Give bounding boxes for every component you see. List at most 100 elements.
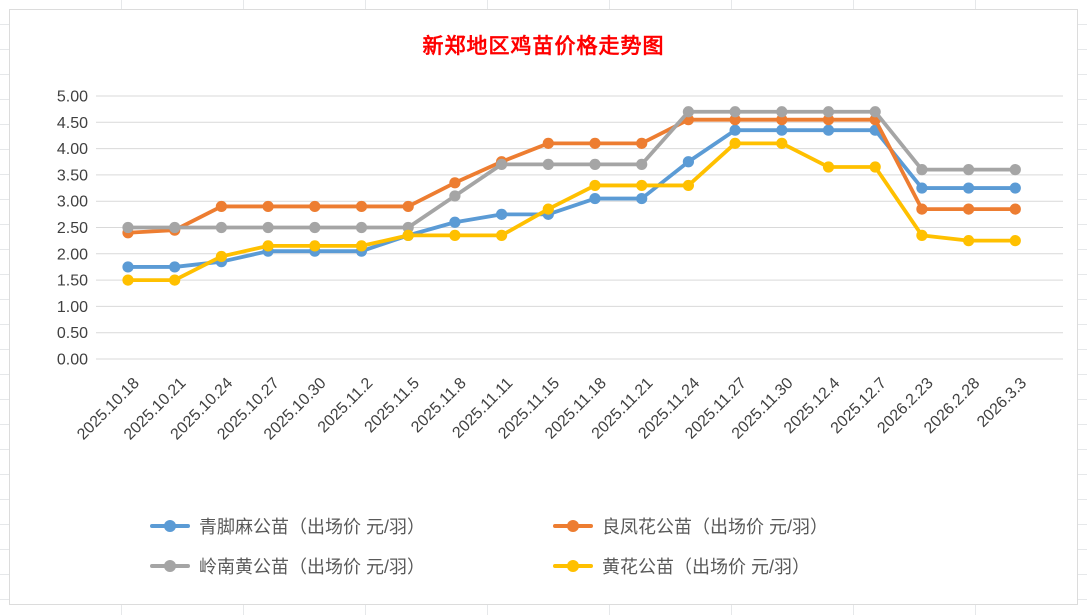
series-3-marker [963,164,975,176]
series-2-marker [589,137,601,149]
series-line-4 [126,141,1018,283]
y-axis-tick-label: 3.50 [57,167,88,184]
series-1-marker [449,216,461,228]
series-2-marker [542,137,554,149]
series-3-marker [496,158,508,170]
legend-line-marker-icon [553,560,593,572]
legend-item-2: 良凤花公苗（出场价 元/羽） [553,513,828,539]
series-3-marker [776,106,788,118]
y-axis-tick-label: 3.00 [57,194,88,211]
series-2-marker [636,137,648,149]
y-axis-tick-label: 1.50 [57,273,88,290]
series-4-marker [729,137,741,149]
legend-item-4: 黄花公苗（出场价 元/羽） [553,553,828,579]
series-2-marker [729,114,741,126]
y-axis-tick-label: 4.00 [57,141,88,158]
series-2-marker [355,200,368,213]
series-1-marker [169,261,181,273]
price-line-chart: 5.00 4.50 4.00 3.50 3.00 2.50 2.00 1.50 1.00 0.50… [57,89,1063,443]
series-1-marker [776,124,788,136]
series-2-marker [309,200,321,213]
series-3-marker [729,106,741,118]
series-4-marker [542,203,554,215]
chart-legend: 青脚麻公苗（出场价 元/羽） 良凤花公苗（出场价 元/羽） 岭南黄公苗（出场价 元/… [150,506,828,586]
series-line-1 [126,128,1018,269]
series-3-marker [122,221,134,234]
series-1-marker [729,124,741,136]
legend-label: 良凤花公苗（出场价 元/羽） [602,517,829,537]
series-3-marker [355,221,368,234]
series-3-marker [309,221,321,234]
series-1-marker [496,208,508,220]
series-4-marker [496,229,508,241]
series-1-marker [682,156,695,168]
series-3-marker [402,221,414,234]
series-2-marker [402,200,414,213]
chart-title: 新郑地区鸡苗价格走势图 [422,35,665,58]
series-4-marker [262,240,274,252]
series-2-marker [1009,203,1021,215]
series-4-marker [402,229,414,241]
chart-panel [9,9,1078,605]
series-2-marker [963,203,975,215]
series-line-2 [126,117,1018,235]
legend-label: 岭南黄公苗（出场价 元/羽） [199,557,426,577]
y-axis-tick-label: 5.00 [57,89,88,106]
series-4-marker [309,240,321,252]
series-3-marker [636,158,648,170]
y-axis-tick-label: 0.50 [57,325,88,342]
y-axis-tick-label: 2.50 [57,220,88,237]
series-4-marker [169,274,181,286]
series-4-marker [355,240,368,252]
series-4-marker [776,137,788,149]
series-4-marker [449,229,461,241]
legend-label: 黄花公苗（出场价 元/羽） [602,557,811,577]
y-axis-tick-label: 0.00 [57,352,88,369]
legend-label: 青脚麻公苗（出场价 元/羽） [199,517,426,537]
series-4-marker [682,179,695,192]
series-3-marker [449,190,461,202]
series-1-marker [1009,182,1021,194]
series-line-3 [126,109,1018,230]
y-axis-tick-label: 2.00 [57,246,88,263]
series-4-marker [122,274,134,286]
y-axis-tick-label: 1.00 [57,299,88,316]
series-1-marker [916,182,928,194]
series-1-marker [589,192,601,205]
series-2-marker [262,200,274,213]
series-3-marker [682,106,695,118]
series-3-marker [589,158,601,170]
series-2-marker [215,200,227,213]
series-4-marker [822,161,835,173]
x-axis-tick-label: 2026.3.3 [974,375,1030,431]
series-3-marker [822,106,835,118]
series-4-marker [215,250,227,263]
legend-line-marker-icon [553,520,593,532]
series-1-marker [963,182,975,194]
series-3-marker [542,158,554,170]
series-3-marker [262,221,274,234]
series-3-marker [1009,164,1021,176]
legend-line-marker-icon [150,560,190,572]
series-3-marker [215,221,227,234]
series-1-marker [122,261,134,273]
series-4-marker [963,235,975,247]
series-4-marker [1009,235,1021,247]
series-1-marker [636,192,648,205]
legend-item-3: 岭南黄公苗（出场价 元/羽） [150,553,553,579]
series-1-marker [822,124,835,136]
series-4-marker [636,179,648,192]
legend-line-marker-icon [150,520,190,532]
series-3-marker [916,164,928,176]
series-3-marker [169,221,181,234]
series-4-marker [916,229,928,241]
series-2-marker [776,114,788,126]
series-2-marker [916,203,928,215]
series-2-marker [449,177,461,189]
series-4-marker [589,179,601,192]
series-2-marker [822,114,835,126]
series-4-marker [869,161,881,173]
legend-item-1: 青脚麻公苗（出场价 元/羽） [150,513,553,539]
y-axis-tick-label: 4.50 [57,115,88,132]
